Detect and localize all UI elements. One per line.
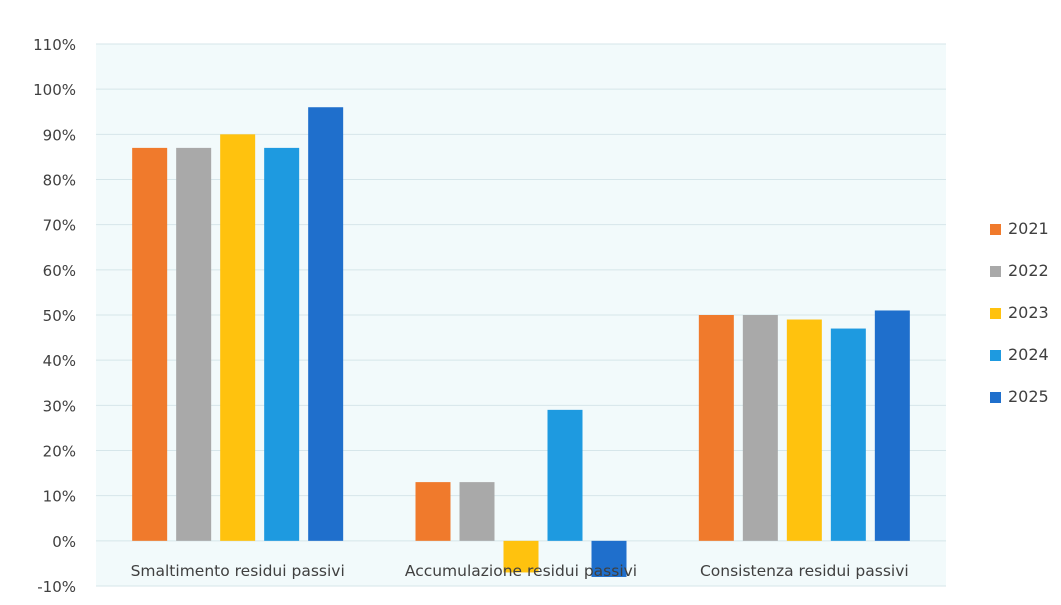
bar-2024-2 [830, 328, 866, 541]
x-category-label: Consistenza residui passivi [700, 562, 909, 580]
legend-swatch-2023 [990, 308, 1001, 319]
bar-2021-2 [698, 315, 734, 541]
y-tick-label: 110% [33, 36, 76, 54]
bar-2023-1 [503, 540, 539, 573]
y-tick-label: 90% [43, 126, 76, 144]
bar-2025-2 [874, 310, 910, 541]
y-tick-label: 0% [52, 533, 76, 551]
y-tick-label: 80% [43, 172, 76, 190]
legend-label-2023: 2023 [1008, 303, 1049, 322]
bar-2024-1 [547, 409, 583, 541]
bar-2024-0 [264, 147, 300, 541]
y-tick-label: 20% [43, 443, 76, 461]
bar-2021-1 [415, 482, 451, 541]
y-tick-label: 100% [33, 81, 76, 99]
legend-swatch-2025 [990, 392, 1001, 403]
legend-swatch-2022 [990, 266, 1001, 277]
legend-label-2025: 2025 [1008, 387, 1049, 406]
bar-2022-2 [742, 315, 778, 541]
x-category-label: Smaltimento residui passivi [131, 562, 345, 580]
x-category-label: Accumulazione residui passivi [405, 562, 637, 580]
y-tick-label: 30% [43, 397, 76, 415]
bar-2023-2 [786, 319, 822, 541]
bar-2025-1 [591, 540, 627, 577]
bar-2023-0 [220, 134, 256, 541]
y-tick-label: 50% [43, 307, 76, 325]
bar-2021-0 [132, 147, 168, 541]
y-tick-label: -10% [37, 578, 76, 596]
y-tick-label: 40% [43, 352, 76, 370]
legend-label-2022: 2022 [1008, 261, 1049, 280]
legend-swatch-2021 [990, 224, 1001, 235]
y-tick-label: 70% [43, 217, 76, 235]
legend-label-2021: 2021 [1008, 219, 1049, 238]
bar-2022-1 [459, 482, 495, 541]
legend-label-2024: 2024 [1008, 345, 1049, 364]
bar-2022-0 [176, 147, 212, 541]
bar-2025-0 [308, 107, 344, 541]
y-tick-label: 60% [43, 262, 76, 280]
y-tick-label: 10% [43, 488, 76, 506]
legend-swatch-2024 [990, 350, 1001, 361]
